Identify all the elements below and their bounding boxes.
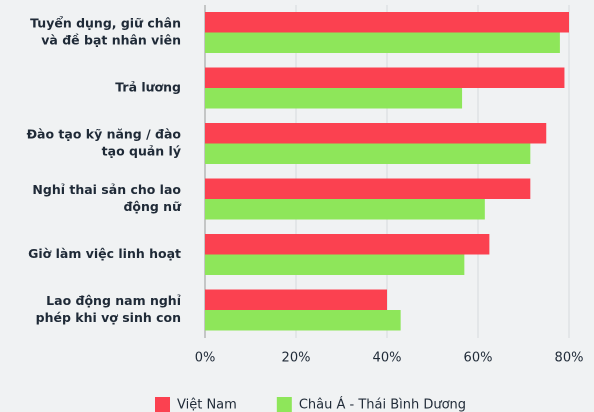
bar	[205, 143, 531, 164]
bar	[205, 12, 569, 33]
bar	[205, 67, 565, 88]
bar	[205, 254, 465, 275]
y-tick-label: tạo quản lý	[102, 144, 181, 159]
bar	[205, 234, 490, 255]
y-tick-label: Lao động nam nghỉ	[46, 293, 181, 308]
bar	[205, 199, 485, 220]
x-tick-label: 20%	[282, 351, 311, 366]
y-tick-label: Tuyển dụng, giữ chân	[30, 16, 181, 31]
legend-label: Việt Nam	[177, 398, 237, 412]
y-tick-label: và đề bạt nhân viên	[41, 33, 181, 48]
x-tick-label: 0%	[195, 351, 216, 366]
x-tick-label: 80%	[555, 351, 584, 366]
y-tick-label: phép khi vợ sinh con	[36, 310, 181, 325]
x-tick-label: 40%	[373, 351, 402, 366]
y-tick-label: động nữ	[123, 199, 182, 214]
bar	[205, 178, 531, 199]
bar	[205, 289, 387, 310]
bar	[205, 310, 401, 331]
y-tick-label: Giờ làm việc linh hoạt	[28, 246, 181, 261]
y-tick-label: Đào tạo kỹ năng / đào	[27, 127, 182, 142]
y-tick-label: Trả lương	[115, 80, 181, 95]
bar	[205, 32, 560, 53]
bar	[205, 123, 547, 144]
legend-label: Châu Á - Thái Bình Dương	[299, 397, 466, 412]
x-tick-label: 60%	[464, 351, 493, 366]
legend-swatch	[155, 397, 170, 412]
y-tick-label: Nghỉ thai sản cho lao	[32, 182, 181, 197]
bar	[205, 88, 463, 109]
legend-swatch	[276, 397, 292, 412]
